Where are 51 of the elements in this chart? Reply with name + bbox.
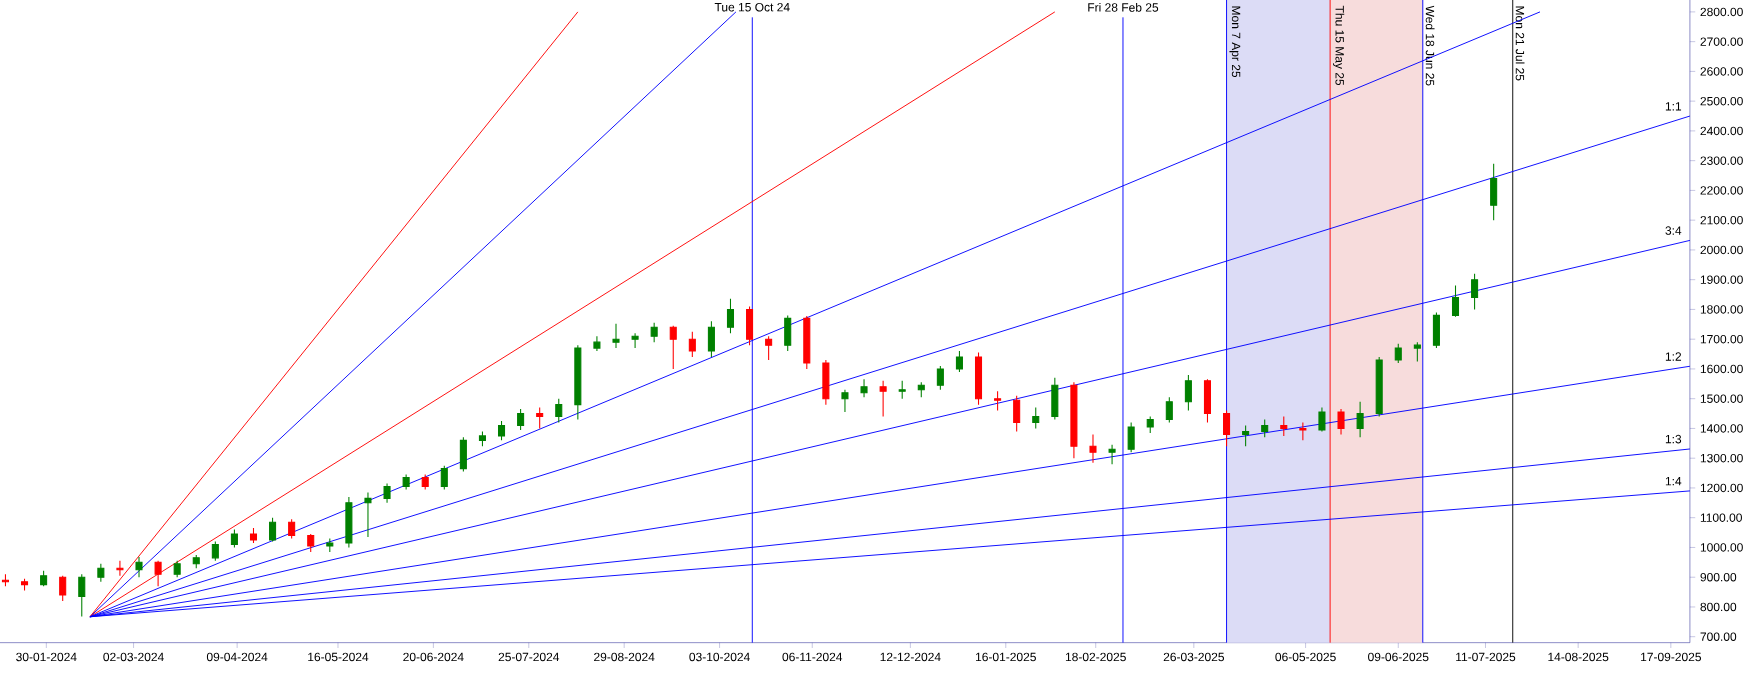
y-tick-label: 1700.00 — [1700, 334, 1743, 344]
y-tick-label: 2100.00 — [1700, 215, 1743, 225]
x-tick-label: 18-02-2025 — [1065, 652, 1126, 662]
ref-line-label: Thu 15 May 25 — [1333, 5, 1345, 86]
x-tick-label: 09-06-2025 — [1368, 652, 1429, 662]
y-tick-label: 1000.00 — [1700, 543, 1743, 552]
x-tick-label: 09-04-2024 — [206, 652, 268, 662]
x-tick-label: 20-06-2024 — [403, 652, 464, 662]
x-tick-label: 26-03-2025 — [1163, 652, 1225, 662]
series-label: 1:2 — [1665, 352, 1682, 361]
y-tick-label: 2600.00 — [1700, 67, 1743, 76]
x-tick-label: 03-10-2024 — [689, 652, 750, 662]
y-tick-label: 1200.00 — [1700, 483, 1743, 493]
x-tick-label: 16-01-2025 — [976, 652, 1036, 662]
y-tick-label: 1800.00 — [1700, 305, 1743, 314]
ref-line-label: Mon 21 Jul 25 — [1515, 6, 1525, 81]
y-tick-label: 2300.00 — [1700, 156, 1743, 165]
x-tick-label: 30-01-2024 — [16, 652, 77, 662]
x-tick-label: 12-12-2024 — [880, 652, 941, 662]
y-tick-label: 1600.00 — [1700, 364, 1743, 374]
x-tick-label: 17-09-2025 — [1641, 652, 1701, 662]
y-tick-label: 1100.00 — [1700, 513, 1742, 522]
y-tick-label: 1500.00 — [1700, 394, 1743, 403]
y-tick-label: 2200.00 — [1700, 186, 1743, 195]
x-tick-label: 25-07-2024 — [498, 652, 560, 662]
y-tick-label: 1900.00 — [1700, 275, 1743, 284]
ref-line-label: Mon 7 Apr 25 — [1229, 6, 1241, 78]
y-tick-label: 1400.00 — [1700, 424, 1743, 433]
y-tick-label: 2000.00 — [1700, 245, 1743, 255]
x-tick-label: 11-07-2025 — [1456, 652, 1516, 662]
ref-line-label: Tue 15 Oct 24 — [714, 2, 790, 12]
y-tick-label: 900.00 — [1700, 572, 1737, 582]
x-tick-label: 16-05-2024 — [308, 652, 369, 662]
series-label: 1:4 — [1665, 477, 1682, 486]
series-label: 1:1 — [1665, 102, 1682, 111]
x-tick-label: 29-08-2024 — [594, 652, 655, 662]
y-tick-label: 2500.00 — [1700, 96, 1743, 106]
y-tick-label: 800.00 — [1700, 602, 1737, 612]
y-tick-label: 2800.00 — [1700, 7, 1743, 17]
y-tick-label: 2400.00 — [1700, 126, 1743, 136]
y-tick-label: 2700.00 — [1700, 37, 1743, 46]
x-tick-label: 06-05-2025 — [1275, 652, 1336, 662]
series-label: 3:4 — [1665, 226, 1682, 235]
ref-line-label: Fri 28 Feb 25 — [1088, 2, 1159, 12]
y-tick-label: 700.00 — [1700, 632, 1737, 641]
series-label: 1:3 — [1665, 434, 1682, 444]
x-tick-label: 02-03-2024 — [103, 652, 164, 662]
ref-line-label: Wed 18 Jun 25 — [1425, 5, 1435, 86]
y-tick-label: 1300.00 — [1700, 453, 1743, 463]
x-tick-label: 06-11-2024 — [782, 652, 843, 662]
x-tick-label: 14-08-2025 — [1548, 652, 1609, 662]
